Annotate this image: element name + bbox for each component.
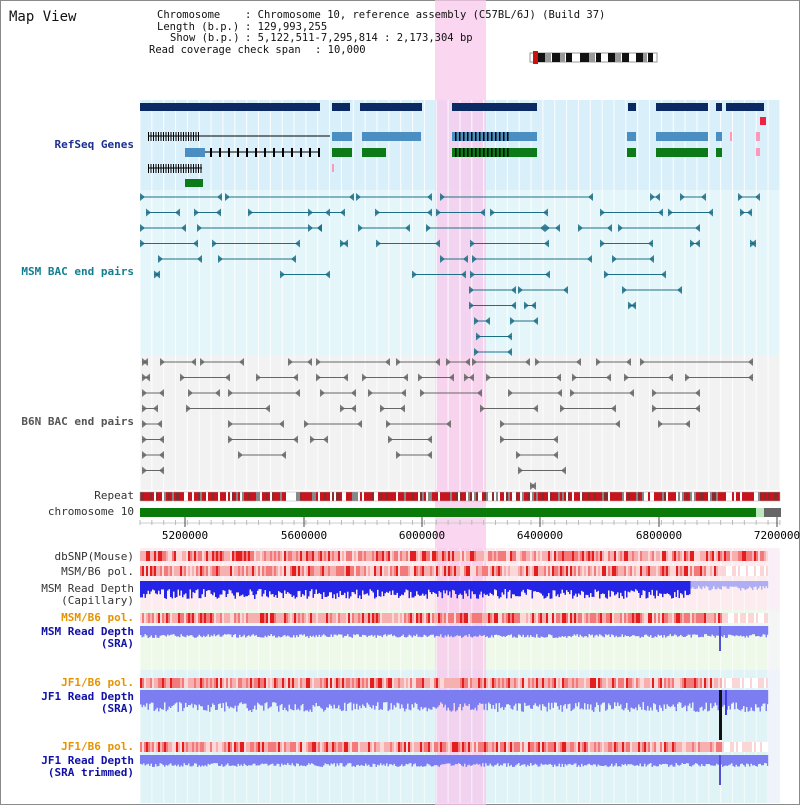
region-info: Chromosome: Chromosome 10, reference ass… xyxy=(140,9,606,56)
jf1-pol-strip xyxy=(140,678,768,688)
length-label: Length (b.p.) xyxy=(157,20,240,33)
msm-depth-capillary-line1: MSM Read Depth xyxy=(41,582,134,595)
msm-depth-capillary-line2: (Capillary) xyxy=(61,594,134,607)
axis-tick-label: 6800000 xyxy=(635,529,683,542)
jf1-depth-sra-line1: JF1 Read Depth xyxy=(41,690,134,703)
coverage-value: 10,000 xyxy=(327,43,366,56)
repeat-label[interactable]: Repeat xyxy=(94,489,134,502)
msm-sra-depth-histogram xyxy=(140,626,769,651)
b6n-bac-end-pairs xyxy=(142,358,753,490)
jf1-pol-trimmed-label[interactable]: JF1/B6 pol. xyxy=(61,740,134,753)
jf1-trimmed-depth-histogram xyxy=(140,755,769,785)
msm-depth-sra-line2: (SRA) xyxy=(100,637,134,650)
msm-capillary-depth-histogram xyxy=(140,581,769,599)
jf1-depth-trimmed-line1: JF1 Read Depth xyxy=(41,754,134,767)
dbsnp-label[interactable]: dbSNP(Mouse) xyxy=(54,550,134,563)
msm-pol-label[interactable]: MSM/B6 pol. xyxy=(61,565,134,578)
axis-tick-label: 6400000 xyxy=(516,529,564,542)
msm-pol-sra-label[interactable]: MSM/B6 pol. xyxy=(61,611,134,624)
chromosome-ideogram xyxy=(529,51,658,64)
msm-pol-sra-strip xyxy=(140,613,768,623)
axis-tick-label: 5200000 xyxy=(161,529,209,542)
jf1-depth-trimmed-label[interactable]: JF1 Read Depth (SRA trimmed) xyxy=(41,755,134,779)
jf1-depth-trimmed-line2: (SRA trimmed) xyxy=(47,766,134,779)
chromosome-bar xyxy=(140,508,781,517)
jf1-pol-trimmed-strip xyxy=(140,742,768,752)
show-label: Show (b.p.) xyxy=(170,32,240,44)
repeat-track xyxy=(139,491,781,502)
msm-pol-strip xyxy=(140,566,768,576)
jf1-depth-sra-label[interactable]: JF1 Read Depth (SRA) xyxy=(41,691,134,715)
coverage-label: Read coverage check span xyxy=(149,43,301,56)
msm-depth-capillary-label[interactable]: MSM Read Depth (Capillary) xyxy=(41,583,134,607)
axis-tick-label: 6000000 xyxy=(398,529,446,542)
chromosome-track-label[interactable]: chromosome 10 xyxy=(47,505,134,518)
dbsnp-strip xyxy=(140,551,768,561)
axis-tick-label: 5600000 xyxy=(280,529,328,542)
msm-bac-end-pairs xyxy=(140,193,760,356)
chromosome-value: Chromosome 10, reference assembly (C57BL… xyxy=(257,9,606,21)
msm-depth-sra-line1: MSM Read Depth xyxy=(41,625,134,638)
b6n-bac-label[interactable]: B6N BAC end pairs xyxy=(21,415,134,428)
refseq-gene-features xyxy=(140,103,766,187)
window-title: Map View xyxy=(9,9,77,25)
jf1-pol-label[interactable]: JF1/B6 pol. xyxy=(61,676,134,689)
chromosome-label: Chromosome xyxy=(157,9,221,21)
length-value: 129,993,255 xyxy=(257,20,328,33)
jf1-depth-sra-line2: (SRA) xyxy=(100,702,134,715)
jf1-sra-depth-histogram xyxy=(140,690,769,740)
refseq-genes-label[interactable]: RefSeq Genes xyxy=(54,138,134,151)
msm-bac-label[interactable]: MSM BAC end pairs xyxy=(21,265,134,278)
msm-depth-sra-label[interactable]: MSM Read Depth (SRA) xyxy=(41,626,134,650)
show-value: 5,122,511-7,295,814 : 2,173,304 bp xyxy=(257,32,473,44)
axis-tick-label: 7200000 xyxy=(753,529,800,542)
right-edge-fade xyxy=(768,548,780,803)
position-axis xyxy=(139,517,781,527)
